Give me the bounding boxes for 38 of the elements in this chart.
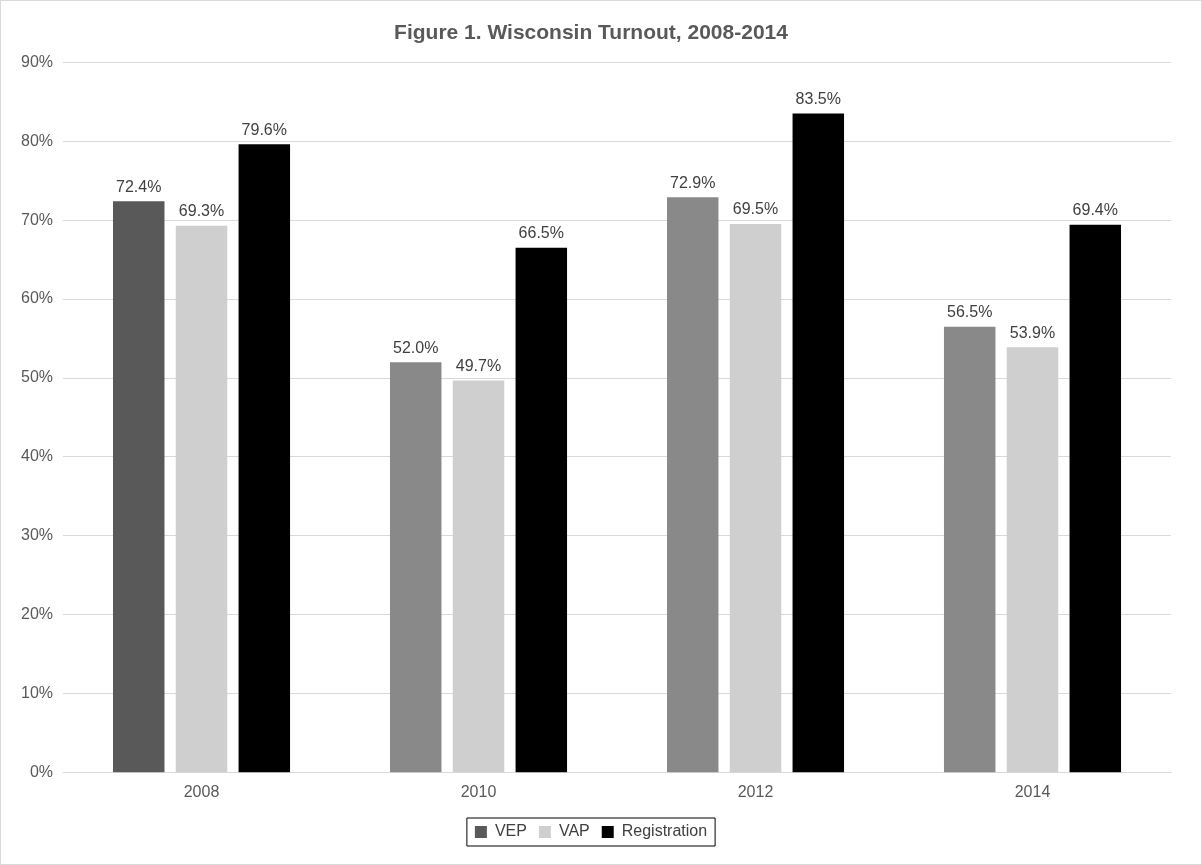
y-tick-label: 60% bbox=[20, 289, 54, 307]
y-tick-label: 20% bbox=[20, 605, 54, 623]
bar bbox=[238, 144, 291, 773]
data-label: 52.0% bbox=[393, 338, 439, 356]
x-tick-label: 2008 bbox=[183, 782, 220, 800]
bar bbox=[943, 326, 996, 773]
y-tick-label: 10% bbox=[20, 684, 54, 702]
data-label: 72.9% bbox=[670, 173, 716, 191]
y-tick-label: 90% bbox=[20, 52, 54, 70]
bar bbox=[792, 113, 845, 773]
data-label: 53.9% bbox=[1009, 323, 1056, 341]
data-label: 72.4% bbox=[116, 177, 162, 195]
bar bbox=[112, 201, 165, 773]
y-tick-label: 30% bbox=[20, 526, 54, 544]
data-label: 56.5% bbox=[947, 303, 993, 321]
legend-label: Registration bbox=[621, 822, 708, 840]
x-tick-label: 2012 bbox=[737, 782, 774, 800]
bar bbox=[1069, 224, 1122, 773]
y-tick-label: 80% bbox=[20, 131, 54, 149]
bar bbox=[389, 362, 442, 773]
data-label: 83.5% bbox=[795, 89, 841, 107]
y-tick-label: 0% bbox=[29, 763, 54, 781]
y-tick-label: 70% bbox=[20, 210, 54, 228]
data-label: 79.6% bbox=[241, 120, 287, 138]
bar bbox=[515, 247, 568, 773]
data-label: 69.3% bbox=[178, 202, 225, 220]
data-label: 66.5% bbox=[518, 224, 564, 242]
y-tick-label: 50% bbox=[20, 368, 54, 386]
data-label: 69.5% bbox=[732, 200, 779, 218]
chart-title: Figure 1. Wisconsin Turnout, 2008-2014 bbox=[394, 20, 789, 44]
data-label: 49.7% bbox=[455, 356, 502, 374]
legend-label: VEP bbox=[494, 822, 527, 840]
x-tick-label: 2014 bbox=[1014, 782, 1051, 800]
legend-label: VAP bbox=[558, 822, 590, 840]
data-label: 69.4% bbox=[1072, 201, 1118, 219]
x-tick-label: 2010 bbox=[460, 782, 497, 800]
y-tick-label: 40% bbox=[20, 447, 54, 465]
bar bbox=[666, 197, 719, 773]
